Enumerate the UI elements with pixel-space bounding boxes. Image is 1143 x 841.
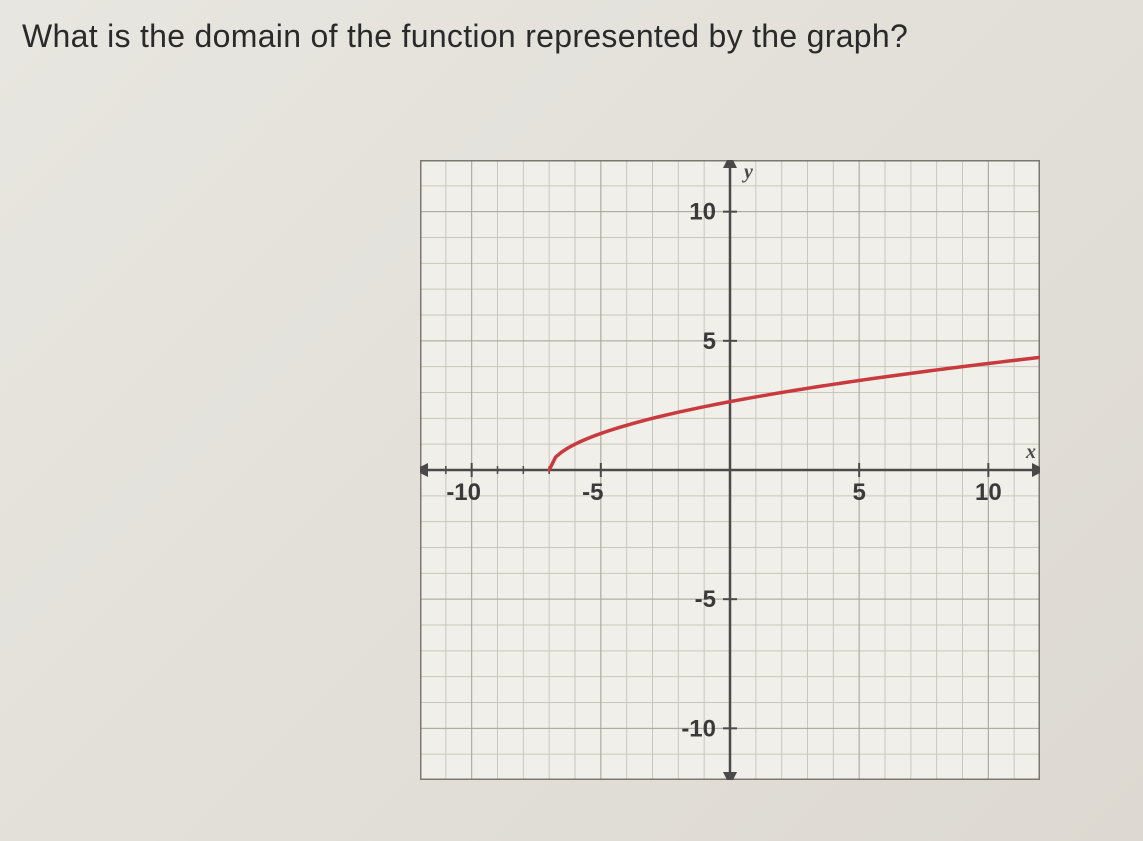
- svg-text:x: x: [1025, 441, 1036, 463]
- svg-text:5: 5: [703, 328, 716, 355]
- chart-svg: -10 -5 5 10 -10 -5 5 10 y x: [420, 160, 1040, 780]
- svg-text:y: y: [742, 161, 753, 183]
- svg-text:5: 5: [852, 479, 865, 506]
- svg-text:-10: -10: [446, 479, 481, 506]
- question-text: What is the domain of the function repre…: [22, 18, 908, 55]
- svg-text:10: 10: [689, 199, 716, 226]
- svg-text:10: 10: [975, 479, 1002, 506]
- svg-text:-5: -5: [695, 586, 716, 613]
- svg-text:-10: -10: [681, 715, 716, 742]
- coordinate-chart: -10 -5 5 10 -10 -5 5 10 y x: [420, 160, 1040, 780]
- svg-text:-5: -5: [582, 479, 603, 506]
